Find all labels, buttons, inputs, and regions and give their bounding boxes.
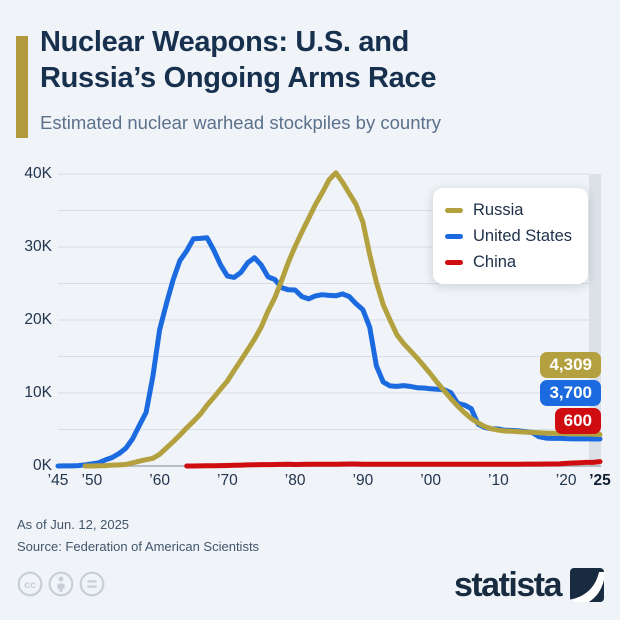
value-badge-united-states: 3,700 <box>540 380 601 406</box>
russia-line <box>82 170 603 469</box>
x-axis-tick-1945: ’45 <box>47 472 69 489</box>
legend-label-united-states: United States <box>473 226 573 245</box>
svg-text:cc: cc <box>24 579 36 591</box>
y-axis-tick-20K: 20K <box>24 311 52 328</box>
legend-item-united-states[interactable]: United States <box>445 223 572 249</box>
cc-license-icons: cc <box>17 571 105 597</box>
russia-line-marker-icon <box>445 207 463 213</box>
chart-svg <box>55 170 603 469</box>
statista-logo[interactable]: statista <box>454 568 604 602</box>
page-subtitle: Estimated nuclear warhead stockpiles by … <box>40 112 442 133</box>
china-line-marker-icon <box>445 259 463 265</box>
no-derivatives-icon <box>79 571 105 597</box>
x-axis-tick-2000: ’00 <box>420 472 441 489</box>
x-axis-tick-2020: ’20 <box>555 472 577 489</box>
attribution-icon <box>48 571 74 597</box>
x-axis-tick-2025: ’25 <box>589 472 611 489</box>
cc-icon: cc <box>17 571 43 597</box>
cc-license-badges[interactable]: cc <box>16 569 108 604</box>
page-title: Nuclear Weapons: U.S. and Russia’s Ongoi… <box>40 24 436 96</box>
y-axis-tick-0K: 0K <box>33 457 52 474</box>
x-axis-tick-1950: ’50 <box>81 472 103 489</box>
source-note: Source: Federation of American Scientist… <box>17 539 260 554</box>
x-axis-tick-1990: ’90 <box>352 472 374 489</box>
x-axis-tick-1970: ’70 <box>217 472 238 489</box>
legend-label-china: China <box>473 252 517 271</box>
x-axis-tick-2010: ’10 <box>488 472 509 489</box>
united-states-line-marker-icon <box>445 233 463 239</box>
page-title-line1: Nuclear Weapons: U.S. and <box>40 26 410 58</box>
legend-label-russia: Russia <box>473 200 524 219</box>
chart-legend: Russia United States China <box>433 188 589 284</box>
statista-wordmark: statista <box>453 566 563 604</box>
x-axis-tick-1980: ’80 <box>284 472 306 489</box>
legend-item-russia[interactable]: Russia <box>445 197 572 223</box>
y-axis-tick-40K: 40K <box>24 165 52 182</box>
line-chart: Russia United States China 0K 10K 20K 30K 40… <box>0 160 620 505</box>
y-axis-tick-10K: 10K <box>24 384 52 401</box>
legend-item-china[interactable]: China <box>445 249 572 275</box>
title-accent-bar <box>16 36 28 138</box>
page-title-line2: Russia’s Ongoing Arms Race <box>40 62 437 94</box>
statista-logo-icon <box>570 568 604 602</box>
x-axis-tick-1960: ’60 <box>149 472 170 489</box>
as-of-date: As of Jun. 12, 2025 <box>17 517 130 532</box>
value-badge-russia: 4,309 <box>540 352 601 378</box>
china-line <box>184 459 603 469</box>
value-badge-china: 600 <box>554 408 601 434</box>
y-axis-tick-30K: 30K <box>24 238 52 255</box>
